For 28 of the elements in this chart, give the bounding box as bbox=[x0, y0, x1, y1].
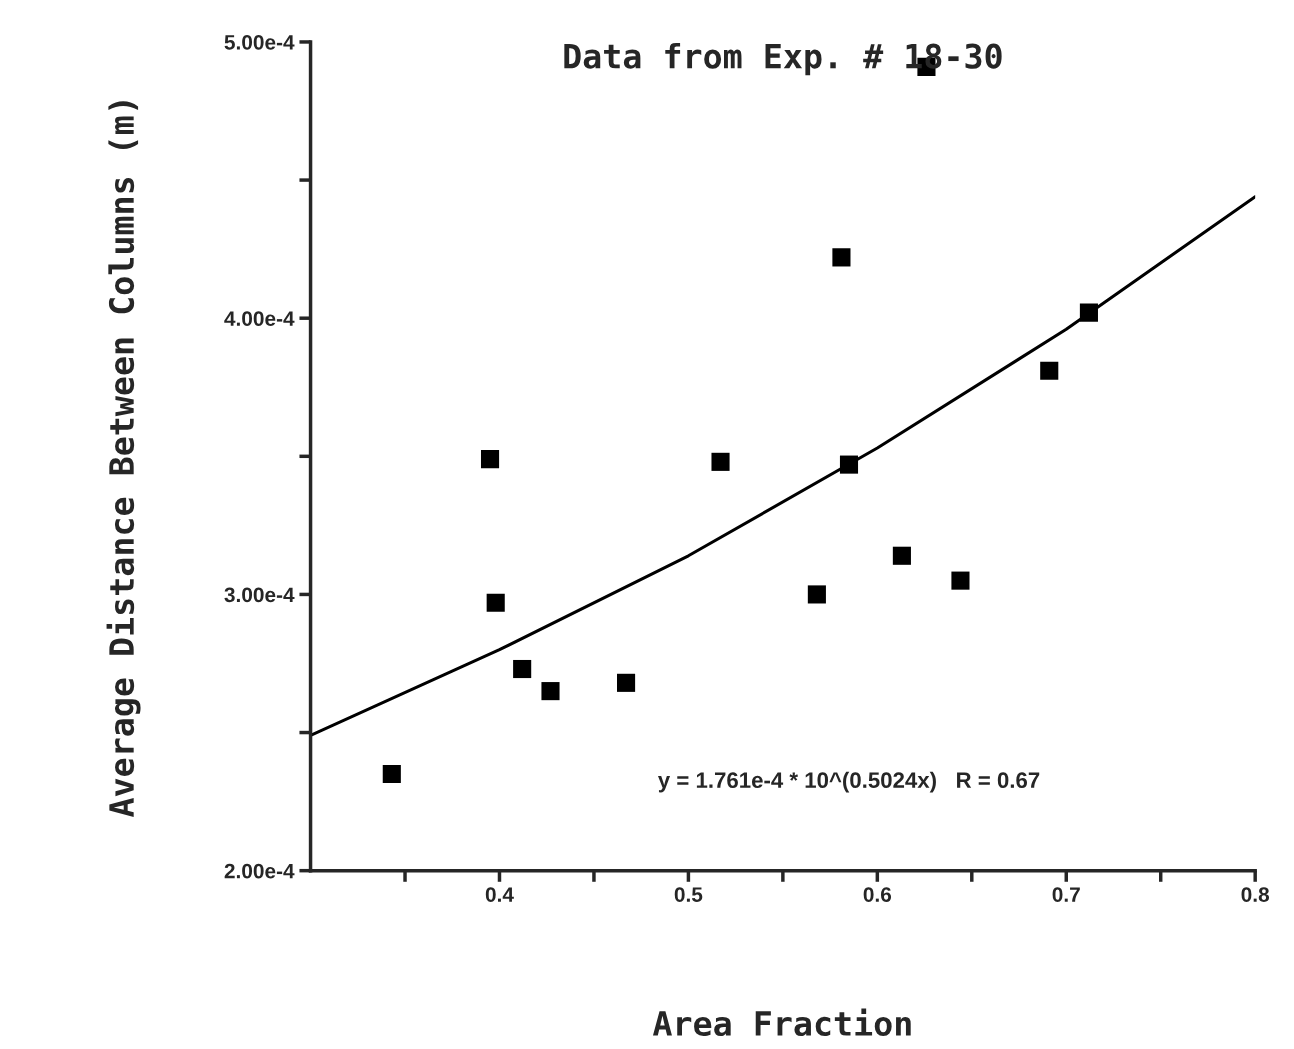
chart-title: Data from Exp. # 18-30 bbox=[564, 42, 1002, 76]
y-tick-label: 2.00e-4 bbox=[224, 863, 295, 879]
point bbox=[1040, 361, 1059, 380]
point bbox=[951, 571, 970, 590]
point bbox=[541, 682, 560, 701]
y-tick-label: 4.00e-4 bbox=[224, 311, 295, 326]
point bbox=[382, 764, 401, 784]
x-tick-label: 0.7 bbox=[1052, 887, 1080, 902]
y-axis-title: Average Distance Between Columns (m) bbox=[106, 101, 141, 817]
point bbox=[513, 659, 532, 679]
point bbox=[480, 450, 500, 469]
point bbox=[892, 546, 911, 565]
x-tick-label: 0.5 bbox=[674, 887, 703, 902]
point bbox=[839, 455, 859, 474]
point bbox=[807, 585, 826, 604]
x-tick-label: 0.4 bbox=[485, 887, 514, 902]
y-tick-label: 5.00e-4 bbox=[224, 34, 295, 50]
point bbox=[486, 593, 505, 612]
line-series bbox=[310, 195, 1256, 737]
x-tick-label: 0.8 bbox=[1241, 887, 1270, 902]
point bbox=[617, 673, 636, 692]
x-axis-title: Area Fraction bbox=[652, 1008, 911, 1037]
y-tick-label: 3.00e-4 bbox=[224, 587, 295, 603]
x-tick-label: 0.6 bbox=[863, 887, 892, 902]
point bbox=[711, 452, 730, 471]
annotation: y = 1.761e-4 * 10^(0.5024x) R = 0.67 bbox=[657, 771, 1040, 793]
point bbox=[1079, 303, 1098, 322]
point bbox=[832, 248, 851, 267]
